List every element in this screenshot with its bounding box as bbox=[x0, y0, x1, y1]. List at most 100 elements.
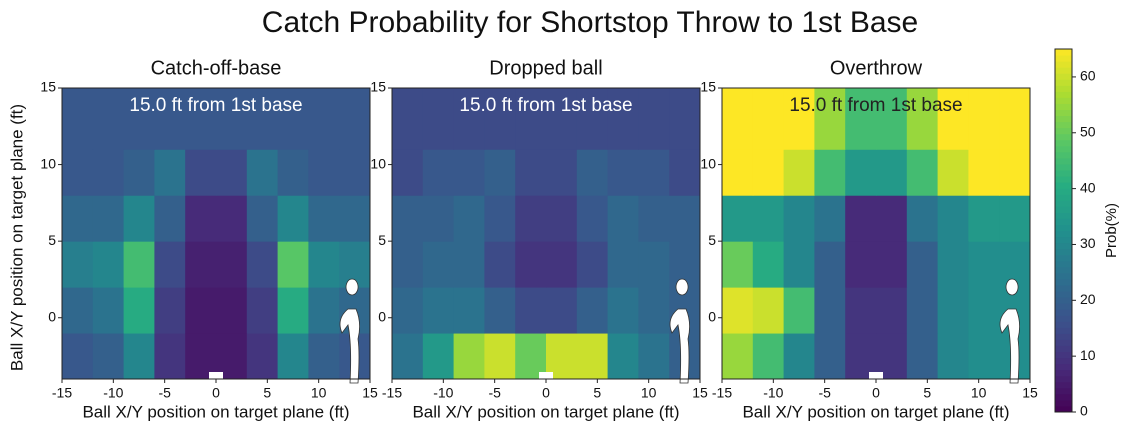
panel-title: Catch-off-base bbox=[151, 57, 282, 79]
colorbar-segment bbox=[1055, 145, 1072, 153]
heatmap-cell bbox=[246, 88, 279, 150]
y-tick-label: 10 bbox=[40, 155, 56, 171]
heatmap-cell bbox=[937, 195, 969, 242]
heatmap-cell bbox=[752, 241, 785, 288]
heatmap-cell bbox=[339, 195, 371, 242]
colorbar-segment bbox=[1055, 73, 1072, 80]
runner-icon bbox=[669, 278, 690, 384]
heatmap-cell bbox=[308, 88, 340, 150]
heatmap-cell bbox=[123, 195, 155, 242]
heatmap-cell bbox=[845, 195, 877, 242]
heatmap-cell bbox=[308, 333, 340, 380]
colorbar-segment bbox=[1055, 284, 1072, 292]
colorbar-segment bbox=[1055, 363, 1072, 371]
heatmap-cell bbox=[123, 287, 155, 334]
heatmap-cell bbox=[422, 149, 455, 196]
colorbar-segment bbox=[1055, 387, 1072, 395]
x-axis-label: Ball X/Y position on target plane (ft) bbox=[82, 402, 349, 421]
panel-annotation: 15.0 ft from 1st base bbox=[459, 95, 632, 116]
heatmap-cell bbox=[216, 88, 248, 150]
heatmap-cell bbox=[576, 149, 609, 196]
x-tick-label: 0 bbox=[872, 385, 880, 401]
heatmap-cell bbox=[845, 149, 877, 196]
heatmap-cell bbox=[392, 241, 424, 288]
runner-icon bbox=[999, 278, 1020, 384]
heatmap-cell bbox=[92, 333, 125, 380]
base-marker bbox=[209, 372, 223, 379]
heatmap-cell bbox=[123, 149, 155, 196]
heatmap-cell bbox=[484, 241, 516, 288]
colorbar-segment bbox=[1055, 121, 1072, 129]
heatmap-cell bbox=[62, 287, 94, 334]
heatmap-cell bbox=[876, 195, 908, 242]
colorbar-segment bbox=[1055, 103, 1072, 110]
colorbar-segment bbox=[1055, 266, 1072, 274]
heatmap-cell bbox=[185, 287, 217, 334]
x-tick-label: 5 bbox=[593, 385, 601, 401]
heatmap-cell bbox=[937, 88, 969, 150]
x-tick-label: -10 bbox=[763, 385, 783, 401]
heatmap-cell bbox=[216, 333, 248, 380]
heatmap-cell bbox=[246, 333, 279, 380]
heatmap-cell bbox=[154, 241, 186, 288]
colorbar-segment bbox=[1055, 91, 1072, 98]
colorbar-segment bbox=[1055, 321, 1072, 328]
heatmap-cell bbox=[92, 241, 125, 288]
base-marker bbox=[539, 372, 553, 379]
heatmap-cell bbox=[876, 333, 908, 380]
heatmap-cell bbox=[62, 88, 94, 150]
x-tick-label: 10 bbox=[971, 385, 987, 401]
colorbar-segment bbox=[1055, 309, 1072, 316]
heatmap-cell bbox=[453, 88, 485, 150]
heatmap-cell bbox=[546, 149, 578, 196]
heatmap-cell bbox=[783, 287, 815, 334]
heatmap-cell bbox=[752, 88, 785, 150]
heatmap-cell bbox=[638, 241, 670, 288]
heatmap-cell bbox=[515, 241, 547, 288]
colorbar-segment bbox=[1055, 242, 1072, 250]
heatmap-cell bbox=[752, 287, 785, 334]
heatmap-cell bbox=[62, 195, 94, 242]
heatmap-cell bbox=[216, 287, 248, 334]
heatmap-cell bbox=[92, 149, 125, 196]
heatmap-cell bbox=[308, 241, 340, 288]
heatmap-cell bbox=[638, 195, 670, 242]
colorbar-tick-label: 20 bbox=[1080, 291, 1096, 307]
heatmap-cell bbox=[308, 287, 340, 334]
colorbar-segment bbox=[1055, 399, 1072, 407]
colorbar-segment bbox=[1055, 345, 1072, 352]
colorbar-segment bbox=[1055, 357, 1072, 365]
x-tick-label: -15 bbox=[382, 385, 402, 401]
colorbar-segment bbox=[1055, 254, 1072, 262]
heatmap-cell bbox=[607, 195, 639, 242]
colorbar-segment bbox=[1055, 303, 1072, 310]
heatmap-cell bbox=[576, 241, 609, 288]
colorbar-segment bbox=[1055, 297, 1072, 304]
heatmap-cell bbox=[876, 241, 908, 288]
x-tick-label: 5 bbox=[923, 385, 931, 401]
colorbar-tick-label: 0 bbox=[1080, 403, 1088, 419]
x-tick-label: -15 bbox=[712, 385, 732, 401]
heatmap-cell bbox=[999, 149, 1031, 196]
colorbar-segment bbox=[1055, 218, 1072, 225]
colorbar-segment bbox=[1055, 109, 1072, 117]
heatmap-cell bbox=[814, 287, 846, 334]
heatmap-cell bbox=[999, 88, 1031, 150]
heatmap-cell bbox=[968, 88, 1000, 150]
heatmap-cell bbox=[937, 287, 969, 334]
heatmap-cell bbox=[216, 149, 248, 196]
colorbar-segment bbox=[1055, 272, 1072, 280]
x-tick-label: 15 bbox=[362, 385, 378, 401]
heatmap-cell bbox=[607, 241, 639, 288]
heatmap-cell bbox=[62, 149, 94, 196]
heatmap-cell bbox=[92, 287, 125, 334]
colorbar-tick-label: 50 bbox=[1080, 123, 1096, 139]
heatmap-cell bbox=[876, 287, 908, 334]
colorbar-segment bbox=[1055, 176, 1072, 183]
heatmap-cell bbox=[515, 195, 547, 242]
x-tick-label: 0 bbox=[542, 385, 550, 401]
heatmap-cell bbox=[515, 149, 547, 196]
heatmap-cell bbox=[216, 195, 248, 242]
heatmap-cell bbox=[722, 333, 754, 380]
panel-title: Overthrow bbox=[830, 57, 923, 79]
